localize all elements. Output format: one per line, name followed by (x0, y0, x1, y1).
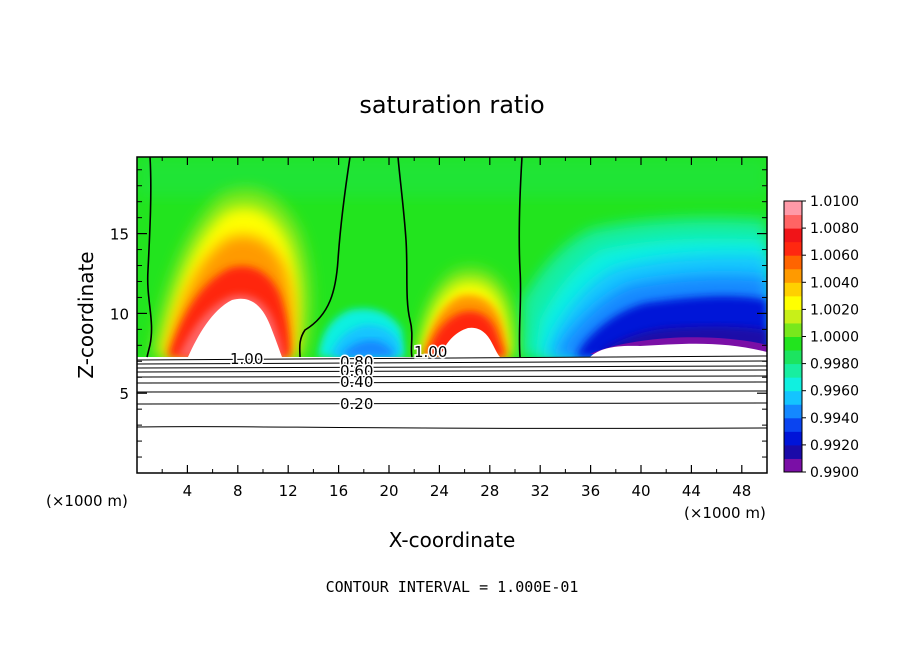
y-axis-label: Z-coordinate (74, 251, 98, 378)
contour-label: 0.20 (340, 395, 373, 413)
colorbar-swatch (784, 295, 802, 310)
colorbar-swatch (784, 214, 802, 229)
contour-interval-note: CONTOUR INTERVAL = 1.000E-01 (326, 578, 579, 596)
y-axis: 5 10 15 (110, 169, 767, 458)
colorbar-swatch (784, 417, 802, 432)
contour-label: 0.60 (340, 362, 373, 380)
x-tick-label: 20 (379, 482, 398, 500)
chart-title: saturation ratio (359, 91, 544, 119)
x-tick-label: 36 (581, 482, 600, 500)
contour-upper-2 (298, 157, 351, 358)
colorbar-swatch (784, 350, 802, 365)
colorbar-tick-label: 0.9920 (810, 438, 859, 454)
x-tick-label: 12 (279, 482, 298, 500)
saturation-field (137, 157, 767, 473)
colorbar-swatch (784, 363, 802, 378)
x-unit-left: (×1000 m) (46, 492, 128, 510)
contour-labels: 1.00 0.80 0.60 0.40 0.20 1.00 (229, 342, 449, 415)
x-tick-label: 8 (233, 482, 243, 500)
colorbar-tick-label: 0.9940 (810, 411, 859, 427)
colorbar-tick-label: 0.9900 (810, 465, 859, 481)
colorbar-swatch (784, 241, 802, 256)
x-tick-label: 44 (682, 482, 701, 500)
colorbar-tick-label: 0.9980 (810, 357, 859, 373)
colorbar-swatch (784, 444, 802, 459)
contour-lower-8 (137, 402, 767, 405)
x-tick-label: 4 (183, 482, 193, 500)
contour-lower-5 (137, 375, 767, 378)
x-unit-right: (×1000 m) (684, 504, 766, 522)
contour-lower-3 (137, 365, 767, 369)
colorbar-swatch (784, 268, 802, 283)
colorbar-swatch (784, 458, 802, 473)
colorbar-swatch (784, 322, 802, 337)
colorbar-swatch (784, 390, 802, 405)
contour-upper-4 (518, 157, 523, 358)
colorbar: 1.0100 1.0080 1.0060 1.0040 1.0020 1.0000 0.99… (783, 194, 859, 481)
colorbar-swatch (784, 201, 802, 216)
colorbar-tick-label: 1.0060 (810, 248, 859, 264)
x-tick-label: 32 (531, 482, 550, 500)
y-tick-label: 10 (110, 305, 129, 323)
x-axis-label: X-coordinate (389, 528, 516, 552)
contour-upper-3 (397, 157, 413, 358)
contour-label: 0.40 (340, 373, 373, 391)
x-axis: 4 8 12 16 20 24 28 32 36 40 44 48 (161, 157, 751, 500)
colorbar-tick-label: 1.0040 (810, 275, 859, 291)
contour-lower-4 (137, 369, 767, 373)
colorbar-swatch (784, 255, 802, 270)
contour-lower-9 (137, 426, 767, 429)
contour-label: 1.00 (230, 350, 263, 368)
colorbar-swatch (784, 309, 802, 324)
contour-label: 1.00 (414, 343, 447, 361)
x-tick-label: 28 (480, 482, 499, 500)
colorbar-swatch (784, 282, 802, 297)
colorbar-tick-label: 1.0100 (810, 194, 859, 210)
contour-upper-1 (146, 157, 153, 358)
y-tick-label: 5 (119, 385, 129, 403)
left-plume-core (188, 298, 282, 357)
center-plume-core (440, 327, 500, 357)
mid-dry-pocket-3 (340, 340, 395, 357)
y-tick-label: 15 (110, 226, 129, 244)
x-tick-label: 24 (430, 482, 449, 500)
colorbar-tick-label: 1.0000 (810, 330, 859, 346)
colorbar-swatch (784, 336, 802, 351)
colorbar-tick-label: 0.9960 (810, 384, 859, 400)
plot-frame (136, 156, 768, 474)
x-tick-label: 40 (631, 482, 650, 500)
contour-1.00-upper (146, 157, 523, 358)
colorbar-swatch (784, 377, 802, 392)
contour-lines-lower (137, 355, 767, 429)
colorbar-tick-label: 1.0020 (810, 302, 859, 318)
x-tick-label: 48 (732, 482, 751, 500)
colorbar-tick-label: 1.0080 (810, 221, 859, 237)
x-tick-label: 16 (329, 482, 348, 500)
colorbar-swatch (784, 404, 802, 419)
contour-label: 0.80 (340, 353, 373, 371)
colorbar-swatch (784, 431, 802, 446)
colorbar-swatch (784, 228, 802, 243)
contour-lower-2 (137, 360, 767, 365)
